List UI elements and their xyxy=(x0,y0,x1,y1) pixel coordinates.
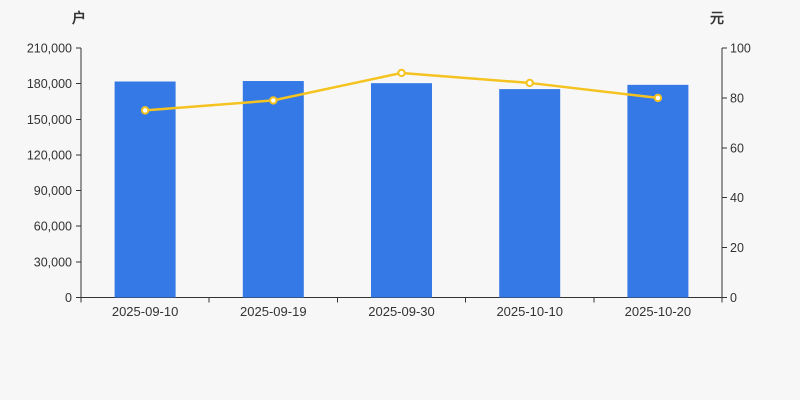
left-axis-tick-label: 210,000 xyxy=(27,42,72,56)
x-axis-category-label: 2025-10-10 xyxy=(496,304,563,319)
bar[interactable] xyxy=(627,84,689,298)
bar[interactable] xyxy=(371,83,432,298)
line-point-marker[interactable] xyxy=(525,78,534,88)
left-axis-unit-label: 户 xyxy=(72,10,86,26)
right-axis-tick-label: 0 xyxy=(730,291,737,305)
bar[interactable] xyxy=(499,89,561,298)
right-axis-tick-label: 20 xyxy=(730,241,744,255)
left-axis-tick-label: 60,000 xyxy=(34,220,72,234)
line-point-marker[interactable] xyxy=(397,68,406,78)
left-axis-tick-label: 90,000 xyxy=(34,184,72,198)
right-axis-tick-label: 80 xyxy=(730,91,744,105)
line-point-marker[interactable] xyxy=(653,93,663,103)
left-axis-tick-label: 180,000 xyxy=(27,77,72,91)
right-axis-unit-label: 元 xyxy=(710,10,724,26)
right-axis-tick-label: 100 xyxy=(730,42,751,56)
x-axis-category-label: 2025-09-19 xyxy=(240,304,307,319)
line-point-marker[interactable] xyxy=(140,106,150,115)
left-axis-tick-label: 120,000 xyxy=(27,148,72,162)
bar[interactable] xyxy=(114,81,176,298)
left-axis-tick-label: 30,000 xyxy=(34,255,72,269)
right-axis-tick-label: 40 xyxy=(730,191,744,205)
line-point-marker[interactable] xyxy=(269,96,278,105)
x-axis-category-label: 2025-10-20 xyxy=(625,304,692,319)
bar[interactable] xyxy=(242,81,304,298)
x-axis-category-label: 2025-09-10 xyxy=(112,304,179,319)
left-axis-tick-label: 150,000 xyxy=(27,113,72,127)
left-axis-tick-label: 0 xyxy=(65,291,72,305)
x-axis-category-label: 2025-09-30 xyxy=(368,304,435,319)
right-axis-tick-label: 60 xyxy=(730,141,744,155)
